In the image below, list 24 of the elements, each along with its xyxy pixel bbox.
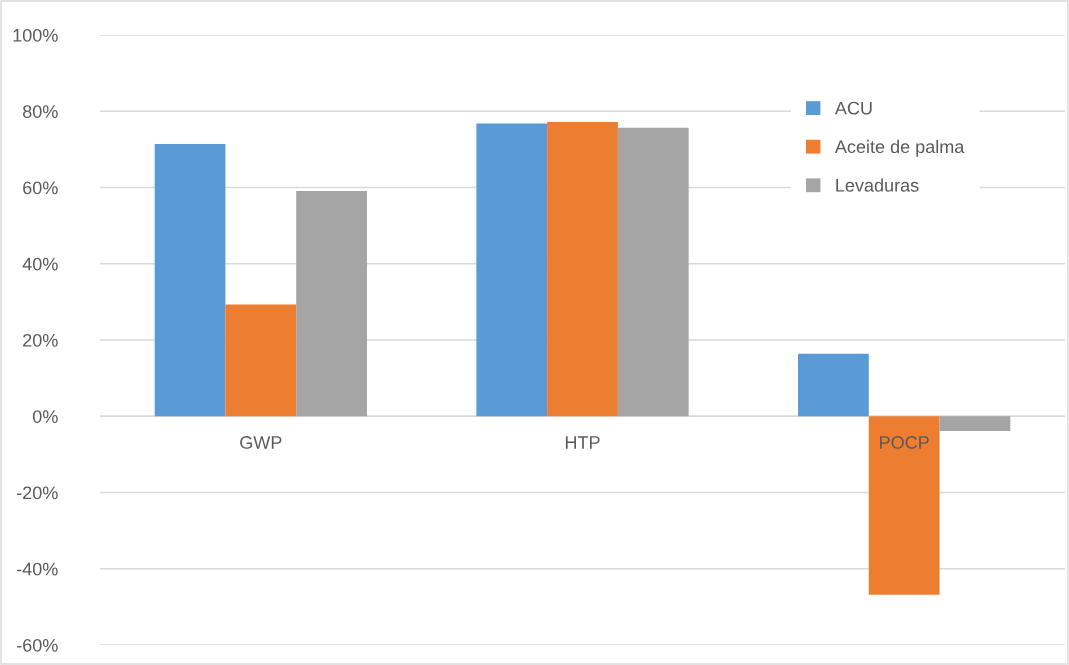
bar: [154, 144, 226, 417]
x-tick-label: GWP: [240, 436, 282, 449]
legend-label: Aceite de palma: [834, 139, 965, 157]
y-tick-label: 0%: [32, 410, 58, 423]
y-tick-label: -60%: [16, 638, 58, 652]
y-tick-label: 20%: [23, 333, 58, 347]
x-tick-label: POCP: [880, 436, 929, 449]
y-tick-label: 80%: [22, 105, 58, 118]
y-tick-label: 40%: [22, 257, 58, 271]
bar: [547, 121, 618, 417]
bar: [939, 416, 1011, 432]
bar: [617, 127, 689, 417]
y-tick-label: 60%: [23, 181, 58, 195]
legend-label: ACU: [834, 101, 872, 115]
bar: [296, 190, 367, 417]
bar: [476, 123, 548, 417]
x-tick-label: HTP: [565, 436, 600, 449]
bar: [868, 416, 940, 595]
legend-label: Levaduras: [836, 178, 919, 192]
y-tick-label: -40%: [16, 562, 58, 576]
bar: [798, 353, 869, 417]
bar: [225, 304, 297, 417]
y-tick-label: 100%: [13, 28, 58, 42]
y-tick-label: -20%: [16, 486, 58, 500]
